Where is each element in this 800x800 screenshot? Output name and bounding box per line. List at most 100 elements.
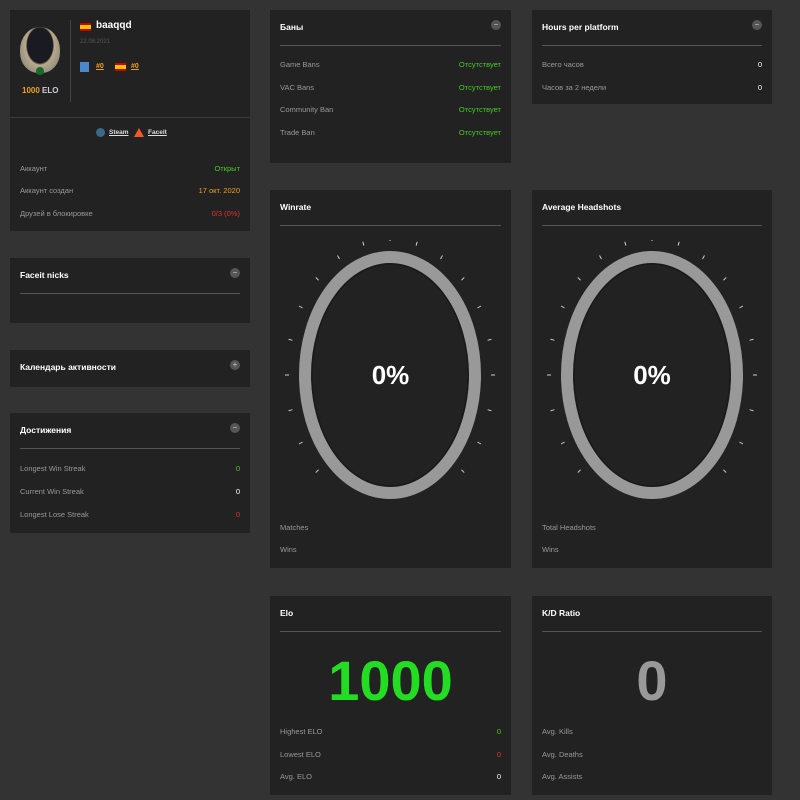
- wins-row: Wins: [280, 545, 501, 559]
- collapse-button[interactable]: −: [752, 20, 762, 30]
- row-value: Отсутствует: [458, 83, 501, 92]
- gauge-tick: [298, 305, 303, 309]
- rank-icon: [80, 62, 89, 72]
- achievement-row: Current Win Streak 0: [20, 487, 240, 501]
- kd-row: Avg. Deaths: [542, 750, 762, 764]
- panel-title: Баны: [280, 22, 304, 32]
- gauge-tick: [702, 255, 705, 260]
- row-label: Wins: [280, 545, 297, 554]
- elo-value: 1000: [22, 86, 40, 95]
- row-value: Отсутствует: [458, 60, 501, 69]
- row-label: Аккаунт: [20, 164, 48, 173]
- gauge-ring: [299, 251, 481, 499]
- row-value: 0: [496, 750, 501, 759]
- elo-label: ELO: [42, 86, 59, 95]
- row-label: Avg. Assists: [542, 772, 583, 781]
- hours-row: Часов за 2 недели 0: [542, 83, 762, 97]
- panel-title: K/D Ratio: [542, 608, 581, 618]
- gauge-tick: [677, 241, 680, 246]
- gauge-tick: [415, 241, 418, 246]
- faceit-link[interactable]: Faceit: [148, 129, 167, 136]
- gauge-tick: [550, 338, 555, 341]
- ban-row: Trade Ban Отсутствует: [280, 128, 501, 142]
- ban-row: Game Bans Отсутствует: [280, 60, 501, 74]
- gauge-tick: [739, 305, 744, 309]
- gauge-tick: [337, 255, 340, 260]
- gauge-tick: [315, 469, 319, 473]
- row-label: Всего часов: [542, 60, 584, 69]
- gauge-tick: [288, 338, 293, 341]
- avatar: [20, 27, 60, 73]
- row-value: 0: [496, 772, 501, 781]
- row-label: Matches: [280, 523, 309, 532]
- row-label: Current Win Streak: [20, 487, 84, 496]
- ban-row: VAC Bans Отсутствует: [280, 83, 501, 97]
- winrate-gauge: [285, 240, 495, 499]
- gauge-tick: [477, 305, 482, 309]
- panel-title: Hours per platform: [542, 22, 619, 32]
- wins-row: Wins: [542, 545, 762, 559]
- steam-link[interactable]: Steam: [109, 129, 129, 136]
- elo-big-value: 1000: [328, 649, 453, 712]
- collapse-button[interactable]: −: [491, 20, 501, 30]
- row-label: Avg. ELO: [280, 772, 312, 781]
- row-value: 0/3 (0%): [211, 209, 240, 218]
- row-label: VAC Bans: [280, 83, 315, 92]
- gauge-tick: [461, 277, 465, 281]
- calendar-panel: Календарь активности +: [10, 350, 250, 387]
- panel-title: Elo: [280, 608, 294, 618]
- kd-panel: K/D Ratio 0 Avg. Kills Avg. Deaths Avg. …: [532, 596, 772, 795]
- collapse-button[interactable]: −: [230, 423, 240, 433]
- row-value: 0: [235, 487, 240, 496]
- expand-button[interactable]: +: [230, 360, 240, 370]
- gauge-tick: [749, 338, 754, 341]
- row-label: Wins: [542, 545, 559, 554]
- gauge-tick: [550, 409, 555, 412]
- gauge-tick: [362, 241, 365, 246]
- kd-big-value: 0: [636, 649, 668, 712]
- row-value: Отсутствует: [458, 105, 501, 114]
- faceit-icon: [134, 128, 144, 137]
- row-label: Community Ban: [280, 105, 334, 114]
- row-label: Avg. Kills: [542, 727, 573, 736]
- gauge-tick: [749, 409, 754, 412]
- row-value: 0: [757, 83, 762, 92]
- profile-date: 22.08.2021: [80, 39, 111, 45]
- elo-row: Highest ELO 0: [280, 727, 501, 741]
- profile-panel: 1000 ELO baaqqd 22.08.2021 #0 #0 Steam F…: [10, 10, 250, 231]
- rank-global[interactable]: #0: [96, 63, 104, 70]
- row-label: Друзей в блокировке: [20, 209, 93, 218]
- gauge-tick: [599, 255, 602, 260]
- row-value: 0: [757, 60, 762, 69]
- row-value: 0: [235, 510, 240, 519]
- gauge-tick: [487, 338, 492, 341]
- gauge-tick: [288, 409, 293, 412]
- rank-country[interactable]: #0: [131, 63, 139, 70]
- gauge-tick: [315, 277, 319, 281]
- gauge-tick: [487, 409, 492, 412]
- row-value: Открыт: [214, 164, 240, 173]
- kd-row: Avg. Assists: [542, 772, 762, 786]
- winrate-percent: 0%: [371, 360, 410, 390]
- row-label: Lowest ELO: [280, 750, 321, 759]
- gauge-tick: [477, 441, 482, 445]
- gauge-tick: [624, 241, 627, 246]
- headshots-percent: 0%: [633, 360, 671, 390]
- row-label: Avg. Deaths: [542, 750, 583, 759]
- elo-row: Avg. ELO 0: [280, 772, 501, 786]
- gauge-tick: [560, 305, 565, 309]
- row-label: Longest Win Streak: [20, 464, 86, 473]
- flag-spain-icon: [80, 23, 91, 31]
- gauge-inner-ring: [311, 263, 469, 487]
- panel-title: Faceit nicks: [20, 270, 69, 280]
- gauge-inner-ring: [573, 263, 731, 487]
- winrate-panel: Winrate 0% Matches Wins: [270, 190, 511, 568]
- achievement-row: Longest Win Streak 0: [20, 464, 240, 478]
- headshots-gauge: [547, 240, 757, 499]
- collapse-button[interactable]: −: [230, 268, 240, 278]
- panel-title: Календарь активности: [20, 362, 116, 372]
- achievement-row: Longest Lose Streak 0: [20, 510, 240, 524]
- hours-row: Всего часов 0: [542, 60, 762, 74]
- gauge-tick: [723, 469, 727, 473]
- account-created-row: Аккаунт создан 17 окт. 2020: [20, 186, 240, 200]
